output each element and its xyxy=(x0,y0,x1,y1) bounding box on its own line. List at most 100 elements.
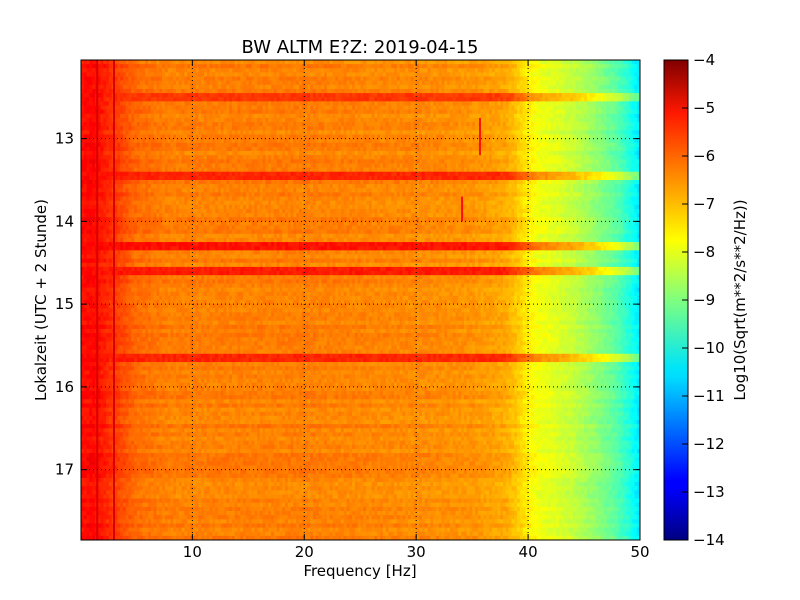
heatmap-cell xyxy=(447,101,450,106)
heatmap-cell xyxy=(511,64,514,69)
heatmap-cell xyxy=(528,143,531,148)
heatmap-cell xyxy=(293,81,296,86)
heatmap-cell xyxy=(263,85,266,90)
heatmap-cell xyxy=(282,68,285,73)
heatmap-cell xyxy=(324,101,327,106)
heatmap-cell xyxy=(282,130,285,135)
heatmap-cell xyxy=(268,143,271,148)
heatmap-cell xyxy=(592,93,595,98)
heatmap-cell xyxy=(442,130,445,135)
heatmap-cell xyxy=(249,110,252,115)
heatmap-cell xyxy=(179,68,182,73)
heatmap-cell xyxy=(369,130,372,135)
heatmap-cell xyxy=(226,151,229,156)
heatmap-cell xyxy=(467,155,470,160)
heatmap-cell xyxy=(333,130,336,135)
heatmap-cell xyxy=(372,89,375,94)
heatmap-cell xyxy=(293,93,296,98)
heatmap-cell xyxy=(106,106,109,111)
heatmap-cell xyxy=(358,159,361,164)
heatmap-cell xyxy=(156,101,159,106)
heatmap-cell xyxy=(134,110,137,115)
heatmap-cell xyxy=(422,106,425,111)
heatmap-cell xyxy=(514,126,517,131)
heatmap-cell xyxy=(226,97,229,102)
heatmap-cell xyxy=(249,85,252,90)
heatmap-cell xyxy=(439,93,442,98)
heatmap-cell xyxy=(347,64,350,69)
heatmap-cell xyxy=(321,101,324,106)
heatmap-cell xyxy=(361,155,364,160)
heatmap-cell xyxy=(601,122,604,127)
heatmap-cell xyxy=(120,68,123,73)
heatmap-cell xyxy=(626,77,629,82)
heatmap-cell xyxy=(316,89,319,94)
heatmap-cell xyxy=(520,93,523,98)
heatmap-cell xyxy=(109,85,112,90)
heatmap-cell xyxy=(483,147,486,152)
heatmap-cell xyxy=(319,139,322,144)
heatmap-cell xyxy=(207,126,210,131)
heatmap-cell xyxy=(511,93,514,98)
heatmap-cell xyxy=(539,155,542,160)
heatmap-cell xyxy=(162,143,165,148)
heatmap-cell xyxy=(151,89,154,94)
heatmap-cell xyxy=(377,106,380,111)
heatmap-cell xyxy=(221,114,224,119)
heatmap-cell xyxy=(224,106,227,111)
heatmap-cell xyxy=(305,72,308,77)
heatmap-cell xyxy=(246,85,249,90)
heatmap-cell xyxy=(243,101,246,106)
heatmap-cell xyxy=(402,130,405,135)
heatmap-cell xyxy=(439,68,442,73)
heatmap-cell xyxy=(101,118,104,123)
heatmap-cell xyxy=(615,77,618,82)
heatmap-cell xyxy=(618,134,621,139)
heatmap-cell xyxy=(430,114,433,119)
heatmap-cell xyxy=(542,60,545,65)
heatmap-cell xyxy=(601,114,604,119)
heatmap-cell xyxy=(447,122,450,127)
heatmap-cell xyxy=(425,72,428,77)
heatmap-cell xyxy=(470,64,473,69)
heatmap-cell xyxy=(573,147,576,152)
heatmap-cell xyxy=(422,122,425,127)
heatmap-cell xyxy=(562,77,565,82)
heatmap-cell xyxy=(101,72,104,77)
heatmap-cell xyxy=(419,155,422,160)
heatmap-cell xyxy=(204,118,207,123)
heatmap-cell xyxy=(481,85,484,90)
heatmap-cell xyxy=(179,126,182,131)
heatmap-cell xyxy=(109,147,112,152)
heatmap-cell xyxy=(632,106,635,111)
heatmap-cell xyxy=(142,77,145,82)
heatmap-cell xyxy=(201,155,204,160)
heatmap-cell xyxy=(626,126,629,131)
heatmap-cell xyxy=(89,126,92,131)
heatmap-cell xyxy=(626,101,629,106)
heatmap-cell xyxy=(374,110,377,115)
heatmap-cell xyxy=(243,110,246,115)
heatmap-cell xyxy=(394,64,397,69)
heatmap-cell xyxy=(601,81,604,86)
heatmap-cell xyxy=(514,85,517,90)
heatmap-cell xyxy=(207,72,210,77)
heatmap-cell xyxy=(414,147,417,152)
heatmap-cell xyxy=(587,101,590,106)
heatmap-cell xyxy=(615,118,618,123)
heatmap-cell xyxy=(606,72,609,77)
heatmap-cell xyxy=(165,147,168,152)
heatmap-cell xyxy=(338,151,341,156)
heatmap-cell xyxy=(361,85,364,90)
heatmap-cell xyxy=(193,130,196,135)
heatmap-cell xyxy=(198,101,201,106)
heatmap-cell xyxy=(587,122,590,127)
heatmap-cell xyxy=(310,106,313,111)
heatmap-cell xyxy=(109,77,112,82)
heatmap-cell xyxy=(514,81,517,86)
heatmap-cell xyxy=(416,143,419,148)
heatmap-cell xyxy=(380,147,383,152)
heatmap-cell xyxy=(562,60,565,65)
heatmap-cell xyxy=(98,159,101,164)
heatmap-cell xyxy=(246,134,249,139)
